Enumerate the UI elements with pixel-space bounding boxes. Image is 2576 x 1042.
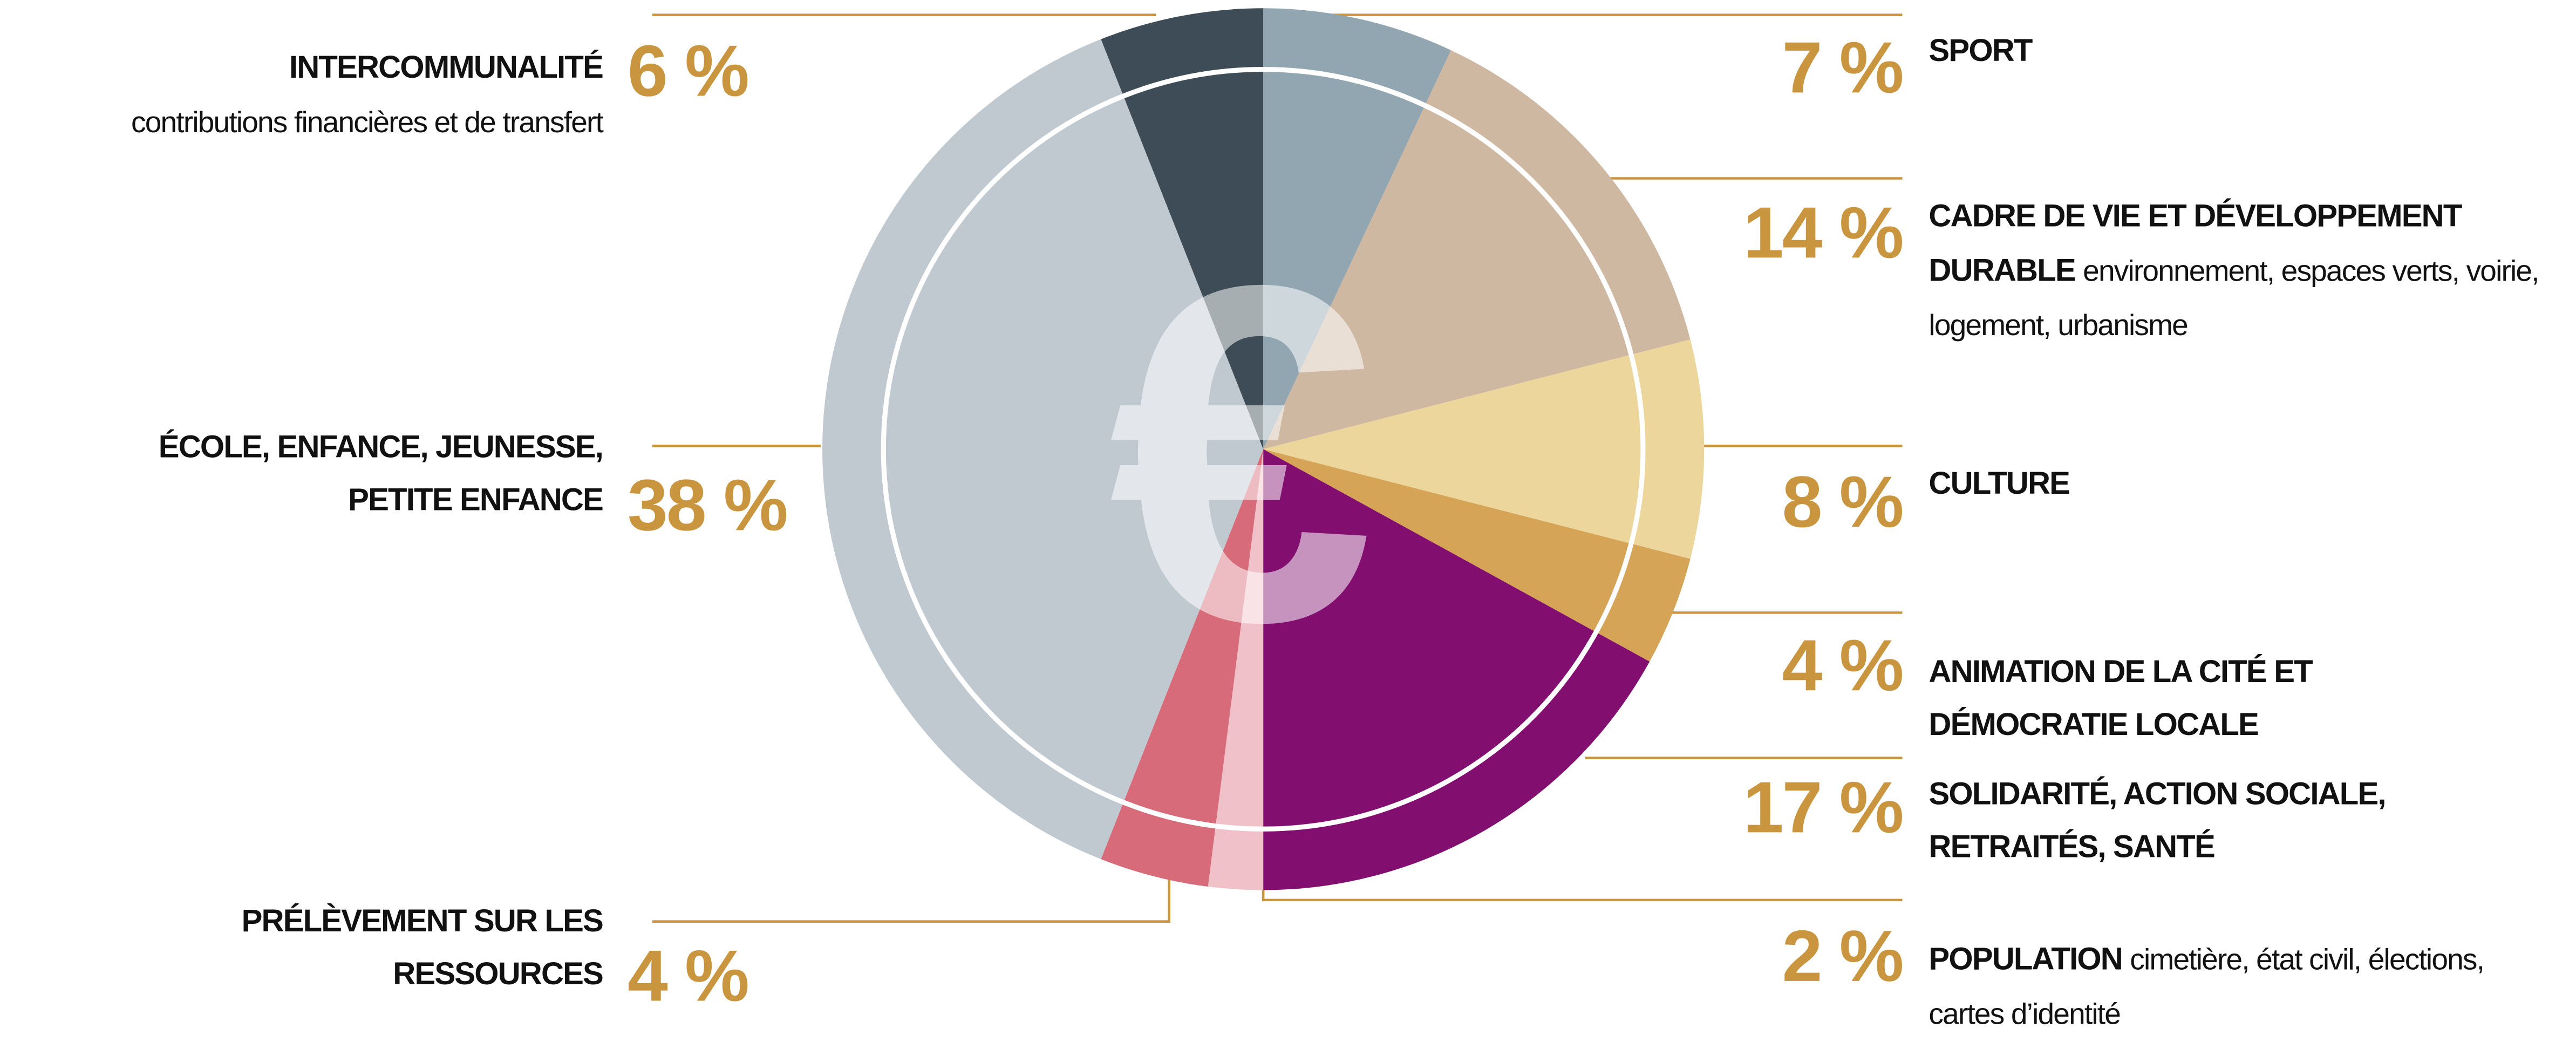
- category-label: ANIMATION DE LA CITÉ ET DÉMOCRATIE LOCAL…: [1928, 648, 2424, 753]
- category-description: environnement, espaces verts, voirie, lo…: [1928, 254, 2539, 342]
- pie-slice: [822, 39, 1264, 860]
- pie-slice: [1263, 449, 1650, 890]
- category-name: PRÉLÈVEMENT SUR LES RESSOURCES: [241, 905, 604, 993]
- category-name: INTERCOMMUNALITÉ: [289, 51, 604, 86]
- category-label: CADRE DE VIE ET DÉVELOPPEMENT DURABLE en…: [1928, 192, 2576, 353]
- value-label: 2 %: [1782, 916, 1904, 998]
- leader-lines: [652, 13, 1903, 923]
- euro-symbol: €: [1109, 187, 1375, 721]
- value-label: 6 %: [627, 31, 749, 113]
- leader-line: [1262, 888, 1903, 902]
- category-name: CULTURE: [1928, 467, 2070, 502]
- category-label: POPULATION cimetière, état civil, électi…: [1928, 933, 2490, 1042]
- category-name: ANIMATION DE LA CITÉ ET DÉMOCRATIE LOCAL…: [1928, 655, 2313, 744]
- pie-slice: [1263, 339, 1705, 559]
- category-label: PRÉLÈVEMENT SUR LES RESSOURCES: [190, 897, 604, 1003]
- category-description: cimetière, état civil, élections, cartes…: [1928, 943, 2485, 1031]
- value-label: 17 %: [1743, 768, 1904, 849]
- pie: €: [822, 8, 1705, 890]
- category-name: SPORT: [1928, 35, 2033, 70]
- category-name: ÉCOLE, ENFANCE, JEUNESSE, PETITE ENFANCE: [158, 431, 604, 519]
- value-label: 4 %: [1782, 625, 1904, 707]
- pie-slice: [1101, 449, 1264, 887]
- category-label: SPORT: [1928, 26, 2556, 79]
- category-label: INTERCOMMUNALITÉ contributions financière…: [0, 43, 604, 149]
- pie-slice: [1263, 449, 1691, 662]
- category-name: SOLIDARITÉ, ACTION SOCIALE, RETRAITÉS, S…: [1928, 778, 2386, 866]
- category-label: ÉCOLE, ENFANCE, JEUNESSE, PETITE ENFANCE: [58, 423, 604, 528]
- value-label: 14 %: [1743, 193, 1904, 275]
- category-name: CADRE DE VIE ET DÉVELOPPEMENT DURABLE: [1928, 200, 2462, 289]
- value-label: 7 %: [1782, 28, 1904, 109]
- value-label: 4 %: [627, 936, 749, 1018]
- category-description: contributions financières et de transfer…: [131, 105, 604, 139]
- category-label: CULTURE: [1928, 459, 2556, 512]
- leader-line: [652, 875, 1170, 923]
- inner-ring: [881, 66, 1646, 832]
- pie-slice: [1263, 8, 1451, 450]
- pie-slice: [1208, 449, 1264, 890]
- pie-slice: [1101, 8, 1264, 450]
- category-label: SOLIDARITÉ, ACTION SOCIALE, RETRAITÉS, S…: [1928, 769, 2506, 875]
- value-label: 38 %: [627, 466, 788, 547]
- pie-slice: [1263, 50, 1691, 450]
- category-name: POPULATION: [1928, 943, 2123, 978]
- value-label: 8 %: [1782, 462, 1904, 543]
